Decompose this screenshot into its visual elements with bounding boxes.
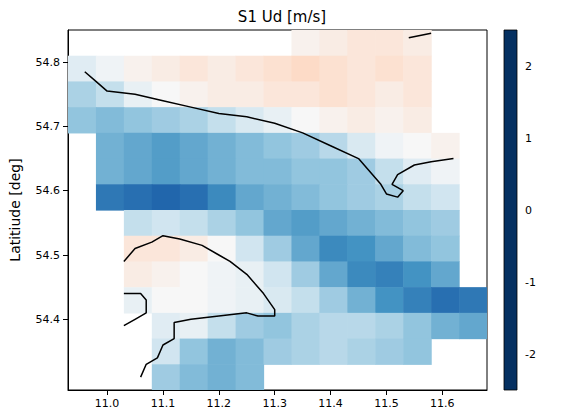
svg-text:11.5: 11.5 xyxy=(374,397,399,410)
svg-text:11.6: 11.6 xyxy=(430,397,455,410)
svg-text:54.8: 54.8 xyxy=(36,56,61,69)
svg-text:-1: -1 xyxy=(525,276,536,289)
svg-text:Latitiude [deg]: Latitiude [deg] xyxy=(7,158,23,261)
svg-text:S1 Ud [m/s]: S1 Ud [m/s] xyxy=(238,8,326,26)
svg-text:11.3: 11.3 xyxy=(262,397,287,410)
svg-text:1: 1 xyxy=(525,132,532,145)
svg-text:0: 0 xyxy=(525,204,532,217)
svg-text:54.5: 54.5 xyxy=(36,249,61,262)
svg-text:11.0: 11.0 xyxy=(95,397,120,410)
svg-text:11.2: 11.2 xyxy=(207,397,232,410)
svg-text:11.4: 11.4 xyxy=(318,397,343,410)
svg-text:2: 2 xyxy=(525,60,532,73)
svg-text:-2: -2 xyxy=(525,348,536,361)
svg-text:54.7: 54.7 xyxy=(36,120,61,133)
svg-text:54.4: 54.4 xyxy=(36,313,61,326)
svg-text:11.1: 11.1 xyxy=(151,397,176,410)
svg-text:54.6: 54.6 xyxy=(36,184,61,197)
